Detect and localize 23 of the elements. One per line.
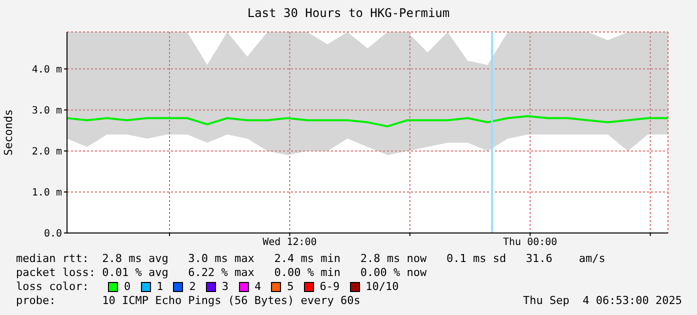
y-tick-label: 1.0 m <box>32 188 62 199</box>
y-tick-label: 2.0 m <box>32 146 62 158</box>
text: loss color: <box>16 280 90 294</box>
text: 0 <box>123 280 131 294</box>
text: 4 <box>254 280 262 294</box>
text: 1 <box>156 280 164 294</box>
y-tick-label: 0.0 <box>44 228 62 240</box>
text: 3 <box>220 280 228 294</box>
y-axis-title: Seconds <box>2 109 15 156</box>
text: probe: 10 ICMP Echo Pings (56 Bytes) every 60s <box>16 294 360 308</box>
y-tick-label: 3.0 m <box>32 105 62 116</box>
text: Thu Sep 4 06:53:00 2025 <box>523 294 682 308</box>
text: 2 <box>188 280 196 294</box>
x-tick-label: Wed 12:00 <box>262 237 317 248</box>
text: 10/10 <box>364 280 399 294</box>
y-tick-label: 4.0 m <box>32 64 62 76</box>
text: packet loss: 0.01 % avg 6.22 % max 0.00 % min 0.00 % now <box>16 266 427 280</box>
x-tick-label: Thu 00:00 <box>503 237 558 248</box>
chart-title: Last 30 Hours to HKG-Permium <box>246 6 451 20</box>
text: median rtt: 2.8 ms avg 3.0 ms max 2.4 ms min 2.8 ms now 0.1 ms sd 31.6 am/s <box>16 252 606 266</box>
line-series <box>67 115 668 128</box>
text: 5 <box>286 280 294 294</box>
text: 6-9 <box>318 280 340 294</box>
